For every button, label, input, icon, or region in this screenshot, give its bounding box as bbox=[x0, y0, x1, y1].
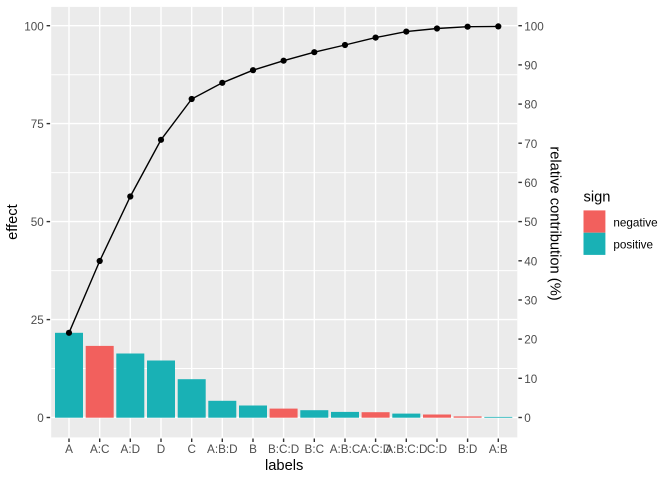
svg-text:20: 20 bbox=[524, 334, 538, 347]
svg-text:A:B:C: A:B:C bbox=[330, 443, 361, 456]
svg-text:10: 10 bbox=[524, 373, 538, 386]
svg-text:50: 50 bbox=[31, 216, 45, 229]
svg-text:effect: effect bbox=[5, 204, 21, 240]
svg-text:C: C bbox=[187, 443, 195, 456]
svg-text:A:C:D: A:C:D bbox=[360, 443, 391, 456]
svg-text:B:C:D: B:C:D bbox=[268, 443, 299, 456]
svg-text:90: 90 bbox=[524, 60, 538, 73]
svg-text:80: 80 bbox=[524, 99, 538, 112]
svg-text:relative contribution (%): relative contribution (%) bbox=[547, 146, 563, 300]
svg-text:0: 0 bbox=[524, 412, 531, 425]
svg-text:25: 25 bbox=[31, 314, 45, 327]
svg-text:A:B:C:D: A:B:C:D bbox=[385, 443, 427, 456]
svg-text:labels: labels bbox=[265, 458, 303, 474]
svg-text:negative: negative bbox=[613, 216, 657, 229]
svg-text:A: A bbox=[65, 443, 73, 456]
svg-text:30: 30 bbox=[524, 295, 538, 308]
svg-text:40: 40 bbox=[524, 255, 538, 268]
svg-text:50: 50 bbox=[524, 216, 538, 229]
svg-text:60: 60 bbox=[524, 177, 538, 190]
svg-text:100: 100 bbox=[524, 20, 544, 33]
svg-text:75: 75 bbox=[31, 118, 45, 131]
svg-text:A:C: A:C bbox=[90, 443, 109, 456]
svg-text:positive: positive bbox=[613, 239, 653, 252]
svg-text:D: D bbox=[157, 443, 165, 456]
svg-text:B:C: B:C bbox=[305, 443, 324, 456]
svg-text:100: 100 bbox=[24, 20, 44, 33]
svg-text:B:D: B:D bbox=[458, 443, 477, 456]
svg-text:A:D: A:D bbox=[121, 443, 140, 456]
svg-text:A:B: A:B bbox=[489, 443, 508, 456]
svg-text:sign: sign bbox=[584, 190, 611, 206]
svg-text:C:D: C:D bbox=[427, 443, 447, 456]
svg-text:70: 70 bbox=[524, 138, 538, 151]
svg-text:0: 0 bbox=[37, 412, 44, 425]
svg-text:B: B bbox=[249, 443, 257, 456]
svg-text:A:B:D: A:B:D bbox=[207, 443, 238, 456]
